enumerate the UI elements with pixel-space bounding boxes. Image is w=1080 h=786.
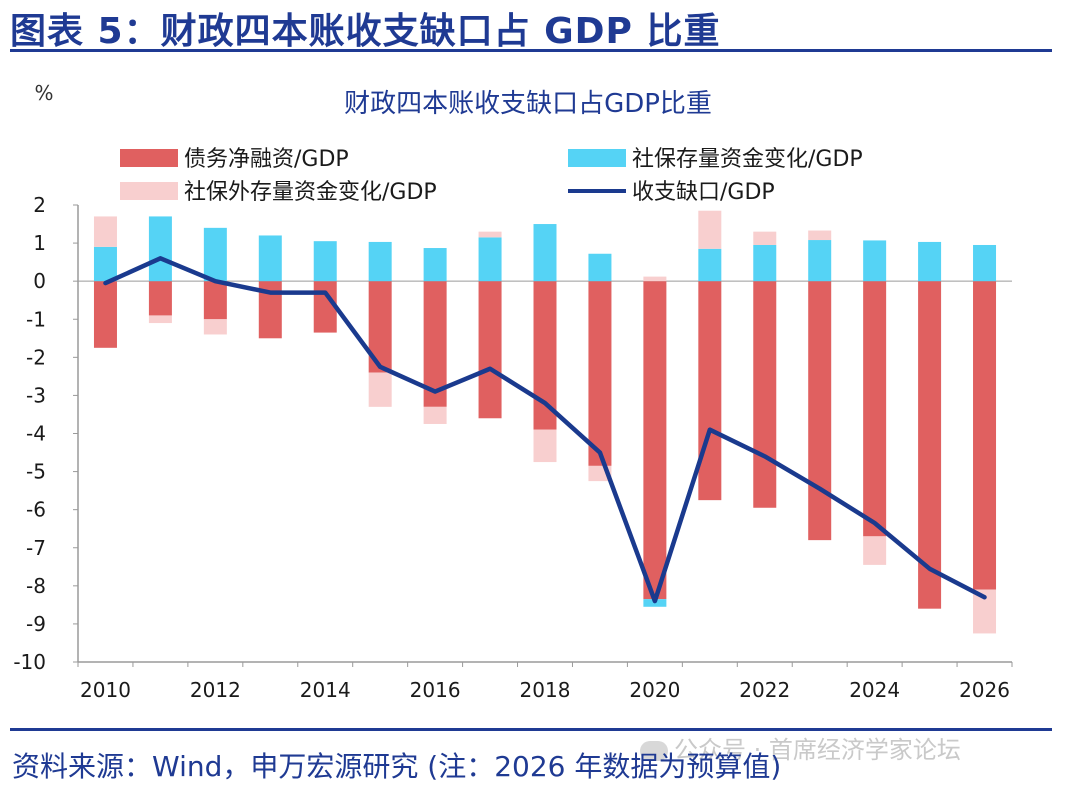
bar-debt-net-financing [918,281,942,609]
bar-debt-net-financing [258,281,282,339]
bar-social-security-change [698,248,722,282]
footer-divider [10,728,1052,731]
bar-social-outside-change [973,589,997,634]
legend-social-security-change-swatch [568,149,626,167]
bar-social-security-change [753,244,777,282]
bar-social-outside-change [203,319,227,335]
x-tick-label: 2026 [959,678,1010,702]
chart: 财政四本账收支缺口占GDP比重 % 债务净融资/GDP 社保存量资金变化/GDP 社… [13,81,1013,702]
legend: 债务净融资/GDP 社保存量资金变化/GDP 社保外存量资金变化/GDP 收支缺口/G… [120,147,863,205]
bar-debt-net-financing [698,281,722,501]
y-tick-label: -6 [26,498,46,522]
y-tick-label: -4 [26,422,46,446]
x-tick-label: 2024 [849,678,900,702]
legend-social-outside-change-label: 社保外存量资金变化/GDP [184,180,437,205]
watermark: 公众号 · 首席经济学家论坛 [640,730,961,765]
bar-social-security-change [533,224,557,282]
bar-debt-net-financing [423,281,447,407]
bar-social-security-change [423,248,447,282]
x-tick-label: 2016 [410,678,461,702]
bar-debt-net-financing [478,281,502,419]
y-tick-label: 0 [33,269,46,293]
x-tick-label: 2012 [190,678,241,702]
y-tick-label: -3 [26,383,46,407]
bar-social-security-change [808,240,832,282]
bar-debt-net-financing [808,281,832,541]
bar-social-security-change [313,241,337,282]
legend-debt-net-financing-swatch [120,149,178,167]
wechat-icon [640,741,668,761]
bar-debt-net-financing [643,281,667,600]
bar-social-security-change [478,237,502,282]
bar-social-outside-change [368,372,392,407]
bar-social-outside-change [148,315,172,324]
bar-social-outside-change [93,216,117,247]
bar-social-outside-change [478,231,502,238]
bar-social-security-change [588,253,612,282]
figure-title: 图表 5：财政四本账收支缺口占 GDP 比重 [10,11,721,52]
plot-area: 2 1 0 -1 -2 -3 -4 -5 -6 -7 -8 -9 -10 2010 2012 2014 2016… [13,193,1013,702]
bar-social-security-change [258,235,282,282]
watermark-text: 公众号 · 首席经济学家论坛 [674,736,961,764]
bar-social-security-change [863,240,887,282]
x-tick-label: 2010 [80,678,131,702]
bar-social-outside-change [753,231,777,245]
bar-social-security-change [368,241,392,282]
bar-social-outside-change [698,210,722,249]
bar-debt-net-financing [533,281,557,430]
y-tick-label: -8 [26,574,46,598]
bar-debt-net-financing [863,281,887,537]
y-tick-label: -5 [26,460,46,484]
bar-debt-net-financing [368,281,392,373]
y-tick-label: -2 [26,345,46,369]
bar-social-security-change [148,216,172,282]
y-tick-label: -9 [26,612,46,636]
legend-fiscal-gap-label: 收支缺口/GDP [632,180,775,205]
y-tick-label: 1 [33,231,46,255]
bar-social-outside-change [643,276,667,282]
bar-social-security-change [93,246,117,282]
y-tick-label: -10 [13,650,46,674]
figure-header: 图表 5：财政四本账收支缺口占 GDP 比重 [10,0,1055,52]
bar-debt-net-financing [148,281,172,316]
bar-social-outside-change [533,429,557,463]
header-divider [10,49,1052,52]
bar-social-security-change [203,227,227,282]
legend-social-security-change-label: 社保存量资金变化/GDP [632,147,863,172]
x-tick-label: 2018 [520,678,571,702]
legend-social-outside-change-swatch [120,182,178,200]
x-tick-label: 2020 [629,678,680,702]
x-tick-label: 2014 [300,678,351,702]
bar-debt-net-financing [588,281,612,466]
bar-social-outside-change [423,406,447,424]
bar-debt-net-financing [753,281,777,508]
y-axis-unit: % [34,81,53,105]
bar-debt-net-financing [203,281,227,320]
bar-social-security-change [918,241,942,282]
bar-debt-net-financing [93,281,117,348]
bar-social-outside-change [808,230,832,241]
x-tick-label: 2022 [739,678,790,702]
chart-title: 财政四本账收支缺口占GDP比重 [344,89,712,119]
bar-social-security-change [973,244,997,282]
y-tick-label: 2 [33,193,46,217]
source-note: 资料来源：Wind，申万宏源研究 (注：2026 年数据为预算值) [12,750,782,783]
legend-debt-net-financing-label: 债务净融资/GDP [184,147,349,172]
y-tick-label: -1 [26,307,46,331]
bar-social-outside-change [863,536,887,565]
y-tick-label: -7 [26,536,46,560]
bar-debt-net-financing [973,281,997,590]
